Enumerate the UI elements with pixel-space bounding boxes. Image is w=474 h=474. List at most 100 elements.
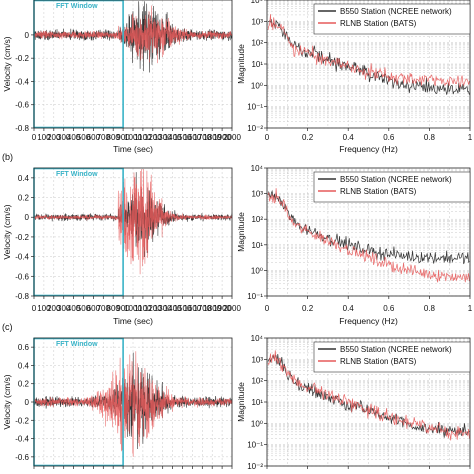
x-tick-label: 1400 [164,133,182,142]
y-tick-label: 10⁻¹ [247,441,263,450]
x-tick-label: 1800 [203,133,221,142]
spectrum-panel: 10⁴ 10³ 10² 10¹ 10⁰ 10⁻¹ 10⁻²0 0.2 0.4 0.6 0.8 1 Fre… [236,0,473,154]
fft-window-label: FFT Window [56,3,98,10]
x-tick-label: 600 [87,304,101,313]
y-axis-label: Magnitude [236,44,246,84]
y-axis-label: Velocity (cm/s) [2,36,12,91]
x-tick-label: 1500 [174,304,192,313]
y-tick-label: 10⁻² [247,462,263,471]
panel-label: (b) [2,152,13,162]
y-tick-label: 10⁻¹ [247,103,263,112]
x-tick-label: 0 [265,304,270,313]
x-tick-label: 2000 [223,133,241,142]
series-line [268,19,470,95]
series-line [33,5,233,64]
x-tick-label: 700 [97,304,111,313]
panel-label: (c) [2,322,13,332]
y-tick-label: -0.2 [15,54,29,63]
y-tick-label: -0.8 [15,124,29,133]
x-tick-label: 1 [468,133,473,142]
y-tick-label: 0.4 [18,361,30,370]
y-tick-label: 0 [25,31,30,40]
x-tick-label: 600 [87,133,101,142]
axes-frame [266,167,471,297]
x-tick-label: 800 [107,133,121,142]
x-tick-label: 1600 [184,304,202,313]
y-tick-label: 10⁻² [247,124,263,133]
fft-window-box [33,0,124,129]
x-tick-label: 0 [32,133,37,142]
y-axis-label: Velocity (cm/s) [2,204,12,259]
series-line [33,351,233,457]
x-tick-label: 1700 [193,304,211,313]
fft-window-label: FFT Window [56,341,98,348]
series-line [33,168,233,275]
legend: B550 Station (NCREE network) RLNB Station… [313,341,471,373]
x-tick-label: 1400 [164,304,182,313]
x-tick-label: 1200 [144,304,162,313]
x-tick-label: 100 [37,133,51,142]
y-tick-label: -0.6 [15,272,29,281]
x-axis-label: Time (sec) [113,316,153,326]
y-tick-label: 10¹ [251,60,263,69]
x-tick-label: 900 [116,304,130,313]
y-tick-label: 10⁰ [251,81,263,90]
y-tick-label: 10³ [251,17,263,26]
legend-entry: B550 Station (NCREE network) [340,175,452,184]
legend-entry: B550 Station (NCREE network) [340,7,452,16]
series-line [267,188,470,283]
y-tick-label: 10⁻¹ [247,292,263,301]
x-tick-label: 400 [67,304,81,313]
x-tick-label: 0.8 [424,133,436,142]
legend-entry: RLNB Station (BATS) [340,19,417,28]
x-tick-label: 1900 [213,133,231,142]
x-tick-label: 800 [107,304,121,313]
y-tick-label: 10² [251,215,263,224]
legend-entry: RLNB Station (BATS) [340,357,417,366]
y-tick-label: 10⁴ [251,164,264,173]
x-tick-label: 0 [265,133,270,142]
x-tick-label: 0 [32,304,37,313]
y-tick-label: -0.4 [15,77,29,86]
x-tick-label: 1200 [144,133,162,142]
y-tick-label: -0.6 [15,453,29,462]
x-tick-label: 500 [77,304,91,313]
legend: B550 Station (NCREE network) RLNB Station… [313,3,471,35]
y-tick-label: 10⁴ [251,0,264,5]
legend-entry: B550 Station (NCREE network) [340,345,452,354]
legend: B550 Station (NCREE network) RLNB Station… [313,171,471,203]
x-tick-label: 0.6 [383,304,395,313]
y-tick-label: 0.6 [18,343,30,352]
y-tick-label: 10¹ [251,241,263,250]
x-tick-label: 0.2 [302,304,314,313]
fft-window-label: FFT Window [56,171,98,178]
x-tick-label: 1000 [124,133,142,142]
x-tick-label: 300 [57,133,71,142]
y-tick-label: -0.6 [15,101,29,110]
series-line [267,14,470,88]
x-tick-label: 1800 [203,304,221,313]
y-tick-label: 10⁰ [251,419,263,428]
y-tick-label: 0.4 [18,174,30,183]
x-tick-label: 500 [77,133,91,142]
x-tick-label: 1300 [154,304,172,313]
x-tick-label: 0.6 [383,133,395,142]
x-tick-label: 0.4 [343,133,355,142]
y-tick-label: -0.4 [15,435,29,444]
x-tick-label: 1300 [154,133,172,142]
x-tick-label: 400 [67,133,81,142]
x-tick-label: 300 [57,304,71,313]
x-tick-label: 0.4 [343,304,355,313]
x-axis-label: Frequency (Hz) [339,316,398,326]
x-tick-label: 1900 [213,304,231,313]
y-tick-label: 0.2 [18,380,30,389]
spectrum-panel: 10⁴ 10³ 10² 10¹ 10⁰ 10⁻¹0 0.2 0.4 0.6 0.8 1 Frequen… [236,164,473,326]
y-axis-label: Magnitude [236,212,246,252]
series-line [267,350,470,441]
y-tick-label: 10¹ [251,398,263,407]
series-line [267,353,470,438]
x-tick-label: 700 [97,133,111,142]
